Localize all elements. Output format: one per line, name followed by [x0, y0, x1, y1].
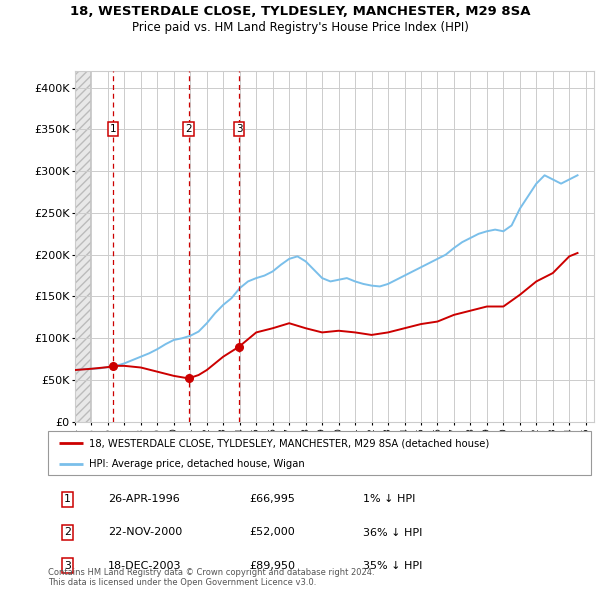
Text: 2: 2 [185, 124, 192, 135]
Text: HPI: Average price, detached house, Wigan: HPI: Average price, detached house, Wiga… [89, 459, 304, 469]
Text: 36% ↓ HPI: 36% ↓ HPI [363, 527, 422, 537]
Text: 26-APR-1996: 26-APR-1996 [108, 494, 179, 504]
Text: 2: 2 [64, 527, 71, 537]
Text: Contains HM Land Registry data © Crown copyright and database right 2024.
This d: Contains HM Land Registry data © Crown c… [48, 568, 374, 587]
Text: 18-DEC-2003: 18-DEC-2003 [108, 560, 181, 571]
Text: 3: 3 [64, 560, 71, 571]
FancyBboxPatch shape [48, 431, 591, 475]
Text: 22-NOV-2000: 22-NOV-2000 [108, 527, 182, 537]
Text: 1: 1 [110, 124, 116, 135]
Text: 1% ↓ HPI: 1% ↓ HPI [363, 494, 415, 504]
Text: 18, WESTERDALE CLOSE, TYLDESLEY, MANCHESTER, M29 8SA: 18, WESTERDALE CLOSE, TYLDESLEY, MANCHES… [70, 5, 530, 18]
Text: 35% ↓ HPI: 35% ↓ HPI [363, 560, 422, 571]
Text: 1: 1 [64, 494, 71, 504]
Bar [75, 71, 90, 422]
Text: £52,000: £52,000 [249, 527, 295, 537]
Bar [75, 71, 90, 422]
Text: £66,995: £66,995 [249, 494, 295, 504]
Text: Price paid vs. HM Land Registry's House Price Index (HPI): Price paid vs. HM Land Registry's House … [131, 21, 469, 34]
Text: 3: 3 [236, 124, 242, 135]
Text: £89,950: £89,950 [249, 560, 295, 571]
Text: 18, WESTERDALE CLOSE, TYLDESLEY, MANCHESTER, M29 8SA (detached house): 18, WESTERDALE CLOSE, TYLDESLEY, MANCHES… [89, 438, 489, 448]
